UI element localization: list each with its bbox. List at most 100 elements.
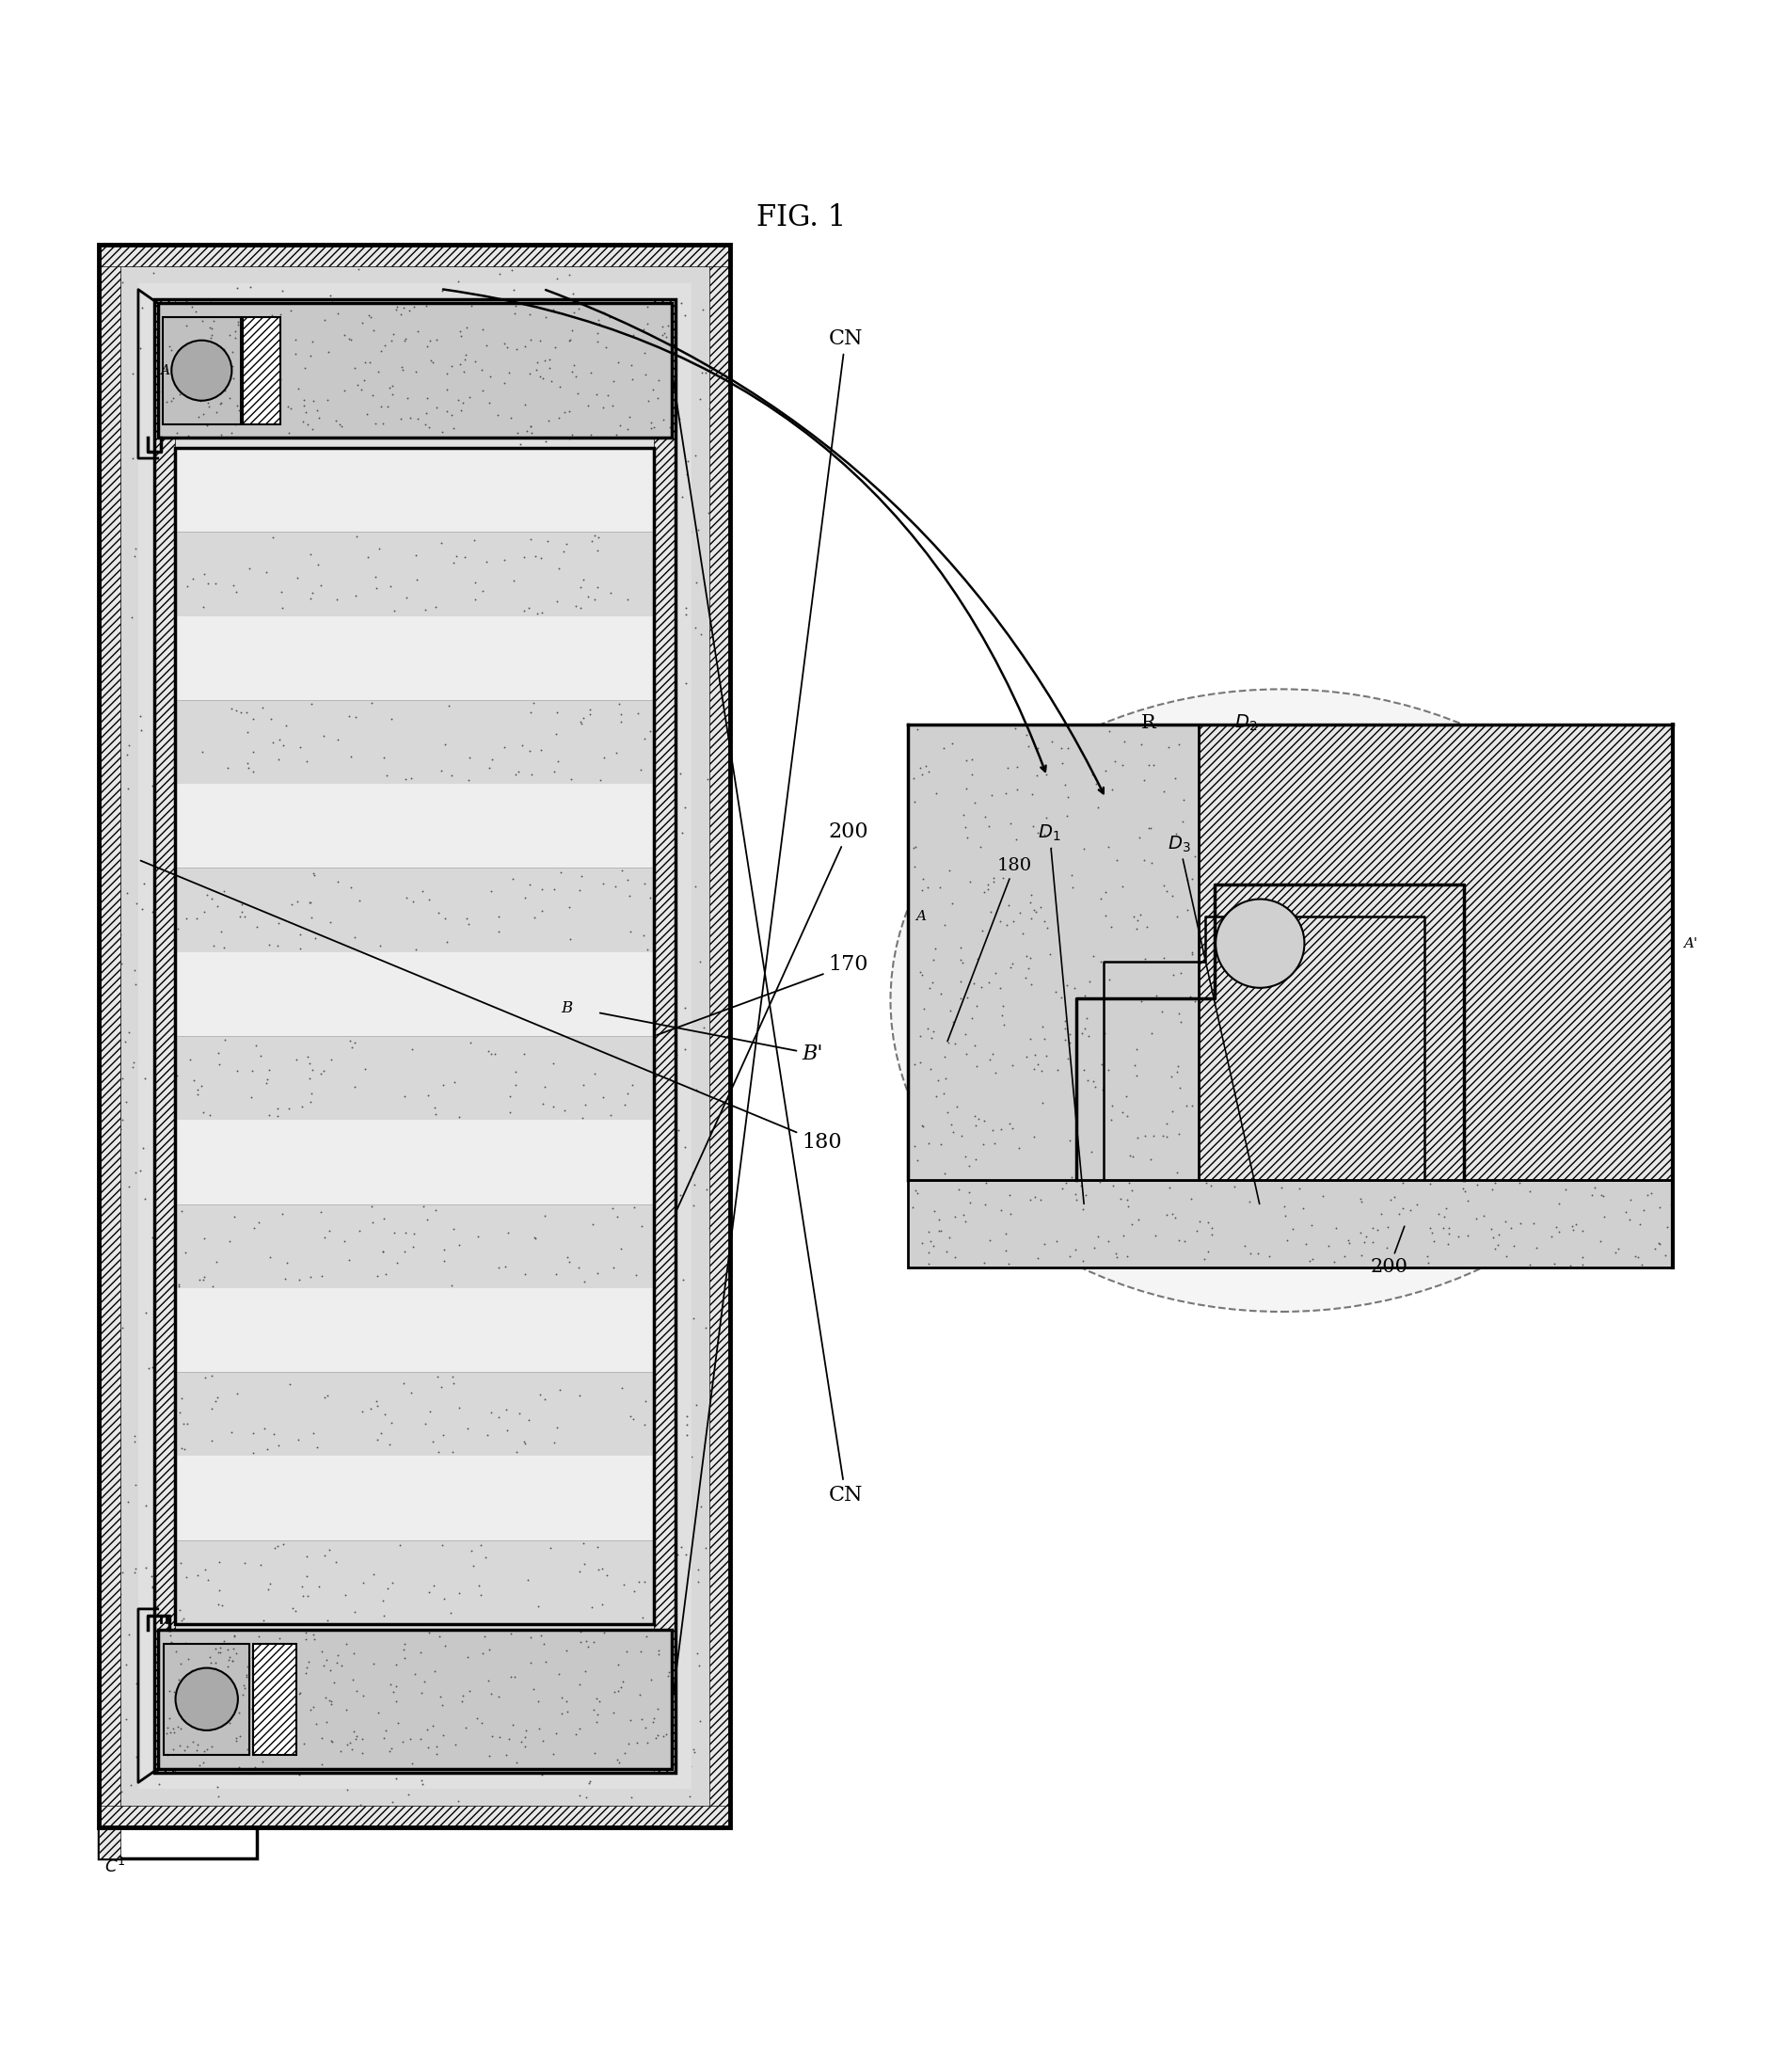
Point <box>363 1227 392 1260</box>
Point <box>196 1647 224 1680</box>
Point <box>395 1714 424 1747</box>
Point <box>707 251 736 284</box>
Point <box>369 1521 397 1554</box>
Circle shape <box>171 340 232 400</box>
Point <box>443 1784 472 1817</box>
Point <box>240 1148 269 1181</box>
Point <box>410 1268 438 1301</box>
Point <box>356 941 385 974</box>
Point <box>531 620 559 653</box>
Point <box>406 1668 435 1701</box>
Point <box>705 905 734 939</box>
Point <box>369 1726 397 1759</box>
Point <box>606 1382 634 1415</box>
Point <box>310 1374 338 1407</box>
Point <box>515 298 543 332</box>
Point <box>629 1210 657 1243</box>
Point <box>527 1467 556 1500</box>
Point <box>289 468 317 501</box>
Point <box>1330 1239 1359 1272</box>
Point <box>988 862 1017 895</box>
Point <box>557 1243 586 1276</box>
Point <box>568 1370 597 1403</box>
Point <box>654 383 682 416</box>
Point <box>484 398 513 431</box>
Point <box>497 253 525 286</box>
Point <box>429 1044 458 1077</box>
Point <box>1047 731 1076 765</box>
Point <box>346 1726 374 1759</box>
Point <box>1122 912 1151 945</box>
Point <box>256 1598 285 1631</box>
Point <box>618 808 647 841</box>
Point <box>593 854 622 887</box>
Point <box>363 783 392 816</box>
Point <box>581 858 609 891</box>
Point <box>125 1113 153 1146</box>
Point <box>960 1098 988 1131</box>
Point <box>595 1598 623 1631</box>
Point <box>285 607 313 640</box>
Point <box>632 1726 661 1759</box>
Point <box>554 1432 582 1465</box>
Point <box>557 1287 586 1320</box>
Point <box>216 731 244 765</box>
Point <box>237 1055 265 1088</box>
Point <box>287 1676 315 1709</box>
Point <box>588 1587 616 1620</box>
Point <box>239 1417 267 1450</box>
Point <box>584 501 613 535</box>
Point <box>183 1558 212 1591</box>
Point <box>267 1693 296 1726</box>
Point <box>207 1695 235 1728</box>
Point <box>280 1026 308 1059</box>
Point <box>472 1229 500 1262</box>
Point <box>378 574 406 607</box>
Point <box>1362 1214 1391 1247</box>
Point <box>292 1651 321 1685</box>
Point <box>308 1260 337 1293</box>
Point <box>1298 1241 1327 1274</box>
Point <box>199 1109 228 1142</box>
Point <box>340 1637 369 1670</box>
Point <box>598 1556 627 1589</box>
Point <box>597 1479 625 1513</box>
Point <box>582 377 611 410</box>
Point <box>217 661 246 694</box>
Point <box>577 1196 606 1229</box>
Point <box>675 1780 703 1813</box>
Point <box>627 974 655 1007</box>
Point <box>623 696 652 729</box>
Point <box>488 1664 516 1697</box>
Point <box>194 1092 223 1125</box>
Point <box>500 1660 529 1693</box>
Point <box>363 1423 392 1457</box>
Point <box>232 1658 260 1691</box>
Point <box>216 1641 244 1674</box>
Point <box>468 574 497 607</box>
Point <box>214 752 242 785</box>
Point <box>417 1428 445 1461</box>
Point <box>191 1718 219 1751</box>
Point <box>346 1544 374 1577</box>
Point <box>586 837 614 870</box>
Point <box>616 916 645 949</box>
Point <box>579 1208 607 1241</box>
Point <box>476 361 504 394</box>
Point <box>342 1554 370 1587</box>
Point <box>141 864 169 897</box>
Point <box>581 1133 609 1167</box>
Point <box>224 1751 253 1784</box>
Point <box>299 831 328 864</box>
Point <box>515 329 543 363</box>
Point <box>996 1106 1024 1140</box>
Point <box>1026 744 1054 777</box>
Point <box>533 638 561 671</box>
Point <box>157 1001 185 1034</box>
Point <box>233 311 262 344</box>
Point <box>638 406 666 439</box>
Point <box>205 437 233 470</box>
Point <box>419 1641 447 1674</box>
Point <box>201 1645 230 1678</box>
Point <box>659 1390 687 1423</box>
